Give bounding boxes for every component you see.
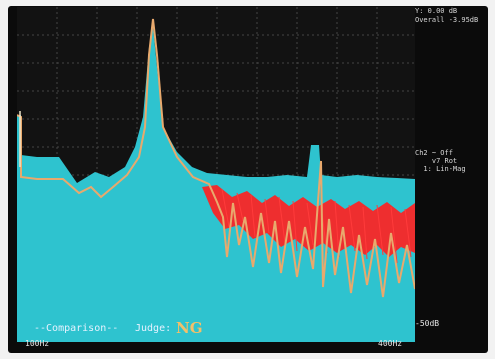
spectrum-svg: [17, 7, 415, 342]
judge-value: NG: [176, 319, 203, 337]
bottom-right-db: -50dB: [415, 319, 440, 328]
spectrum-fill: [17, 27, 415, 342]
top-right-line1: Y: 0.00 dB: [415, 7, 458, 15]
channel-info-line2: v7 Rot: [415, 157, 458, 165]
bottom-left-frequency: 100Hz: [25, 339, 50, 348]
top-right-line2: Overall -3.95dB: [415, 16, 479, 24]
spectrum-display-frame: --Comparison-- Judge: NG Y: 0.00 dB Over…: [8, 6, 488, 353]
spectrum-plot: --Comparison-- Judge: NG: [17, 7, 415, 342]
reference-trace: [17, 18, 415, 298]
channel-info-line1: Ch2 ~ Off: [415, 149, 453, 157]
judge-label: Judge:: [135, 323, 172, 334]
bottom-right-frequency: 400Hz: [378, 339, 403, 348]
noise-band: [202, 185, 415, 264]
comparison-label: --Comparison--: [34, 323, 119, 334]
channel-info-line3: 1: Lin-Mag: [415, 165, 466, 173]
